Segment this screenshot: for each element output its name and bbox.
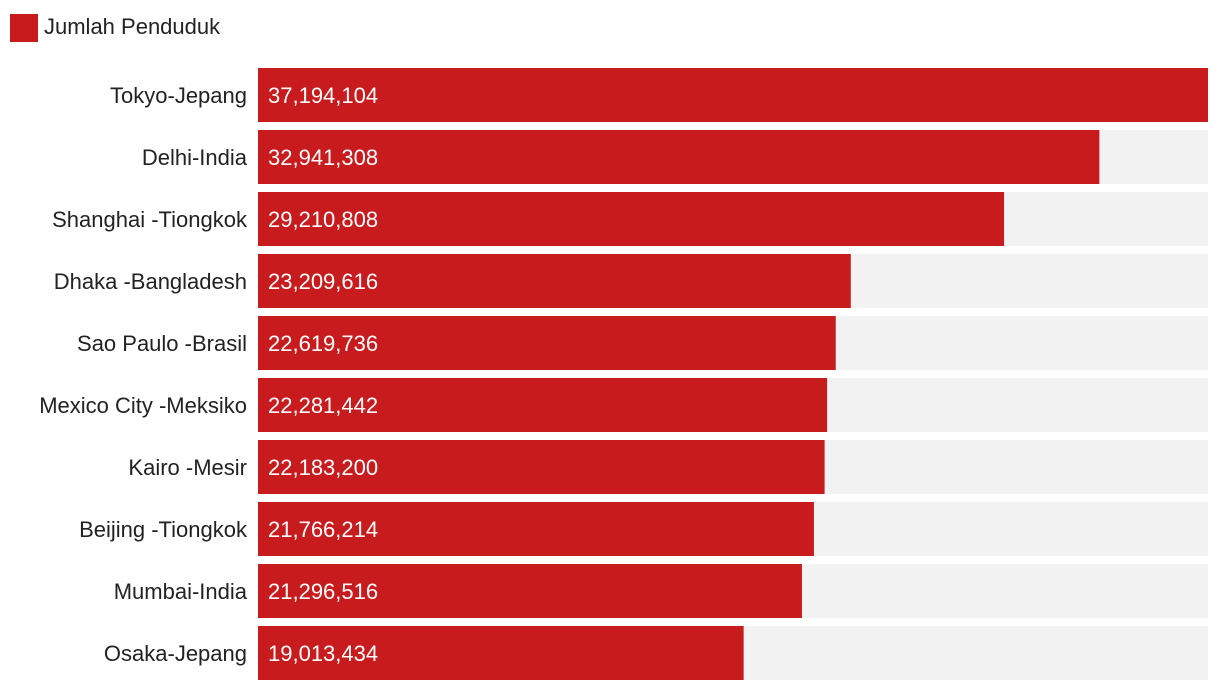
category-labels: Tokyo-Jepang Delhi-India Shanghai -Tiongko…: [39, 83, 248, 666]
data-label: 22,619,736: [268, 331, 378, 356]
data-label: 22,183,200: [268, 455, 378, 480]
legend: Jumlah Penduduk: [10, 14, 221, 42]
category-label: Dhaka -Bangladesh: [54, 269, 247, 294]
data-label: 23,209,616: [268, 269, 378, 294]
data-label: 19,013,434: [268, 641, 378, 666]
legend-label: Jumlah Penduduk: [44, 14, 221, 39]
bars: [258, 68, 1208, 680]
category-label: Delhi-India: [142, 145, 248, 170]
category-label: Beijing -Tiongkok: [79, 517, 248, 542]
legend-swatch: [10, 14, 38, 42]
bar: [258, 68, 1208, 122]
bar: [258, 378, 828, 432]
data-label: 22,281,442: [268, 393, 378, 418]
bar: [258, 626, 744, 680]
bar: [258, 192, 1005, 246]
category-label: Mumbai-India: [114, 579, 248, 604]
category-label: Shanghai -Tiongkok: [52, 207, 248, 232]
value-labels: 37,194,104 32,941,308 29,210,808 23,209,616…: [268, 83, 378, 666]
bar: [258, 130, 1100, 184]
category-label: Sao Paulo -Brasil: [77, 331, 247, 356]
bar: [258, 440, 825, 494]
data-label: 21,766,214: [268, 517, 378, 542]
data-label: 37,194,104: [268, 83, 378, 108]
data-label: 32,941,308: [268, 145, 378, 170]
bar: [258, 316, 836, 370]
bar: [258, 254, 851, 308]
data-label: 29,210,808: [268, 207, 378, 232]
category-label: Kairo -Mesir: [128, 455, 247, 480]
data-label: 21,296,516: [268, 579, 378, 604]
bar: [258, 502, 814, 556]
category-label: Osaka-Jepang: [104, 641, 247, 666]
category-label: Mexico City -Meksiko: [39, 393, 247, 418]
category-label: Tokyo-Jepang: [110, 83, 247, 108]
bar: [258, 564, 802, 618]
